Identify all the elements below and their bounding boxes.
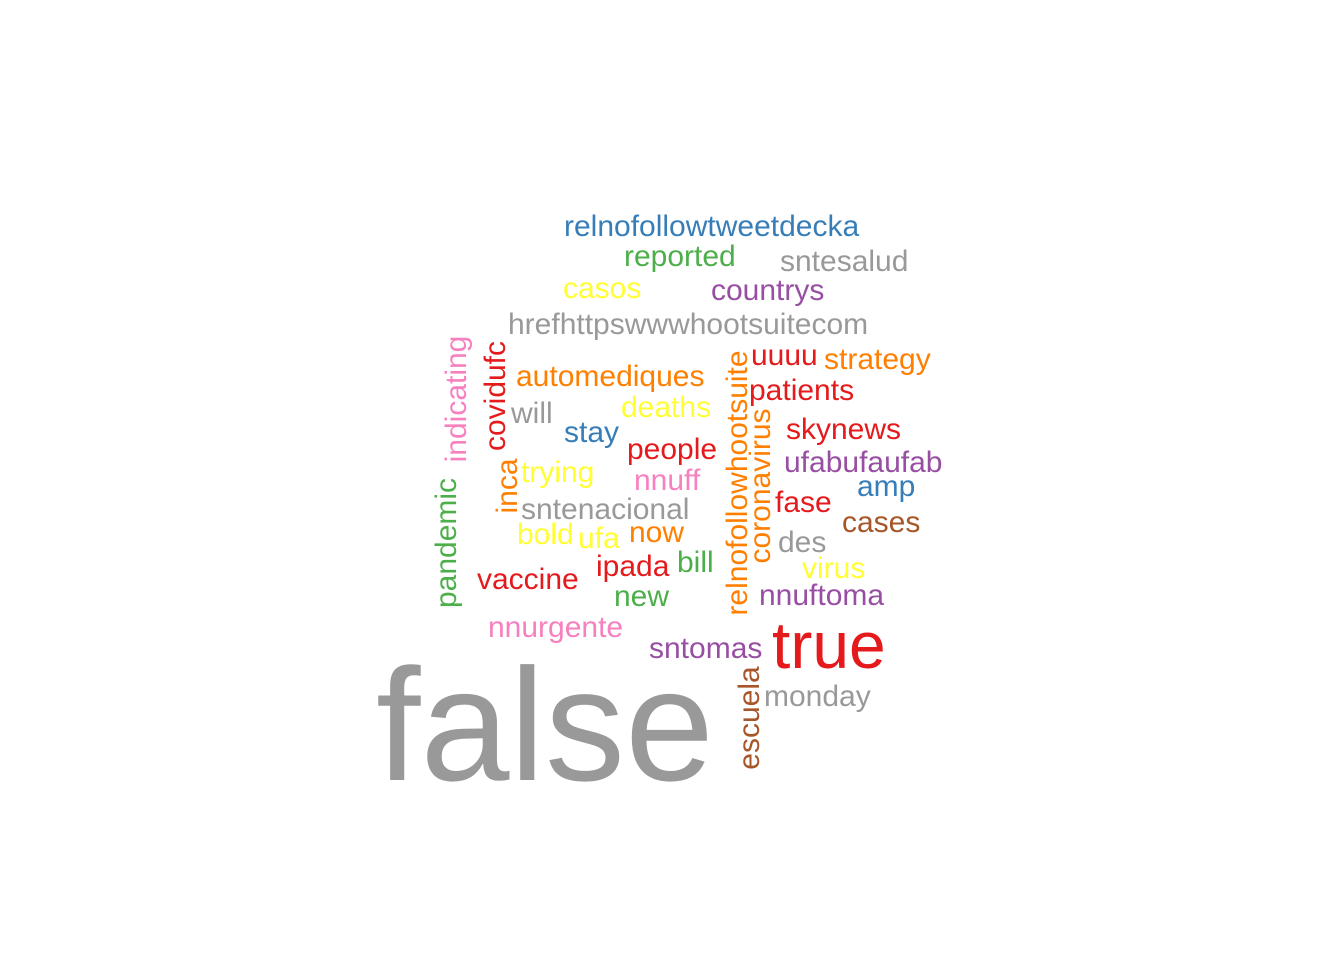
word-ipada: ipada	[596, 550, 670, 583]
word-true: true	[772, 608, 886, 682]
word-bold: bold	[517, 518, 574, 551]
word-pandemic: pandemic	[430, 477, 463, 609]
word-coronavirus: coronavirus	[744, 408, 777, 564]
word-strategy: strategy	[824, 343, 931, 376]
word-ufabufaufab: ufabufaufab	[784, 446, 943, 479]
word-new: new	[614, 580, 670, 613]
word-relnofollowtweetdecka: relnofollowtweetdecka	[564, 210, 860, 243]
word-escuela: escuela	[733, 666, 766, 770]
word-vaccine: vaccine	[477, 563, 579, 596]
word-sntesalud: sntesalud	[780, 245, 909, 278]
word-cases: cases	[842, 506, 921, 539]
word-amp: amp	[857, 470, 916, 503]
word-ufa: ufa	[578, 522, 620, 555]
word-sntenacional: sntenacional	[521, 493, 690, 526]
word-nnuff: nnuff	[634, 464, 701, 497]
word-stay: stay	[564, 416, 620, 449]
word-people: people	[627, 433, 718, 466]
word-will: will	[511, 397, 553, 430]
word-fase: fase	[775, 486, 832, 519]
word-countrys: countrys	[711, 274, 825, 307]
word-monday: monday	[764, 680, 871, 713]
word-deaths: deaths	[621, 391, 712, 424]
word-indicating: indicating	[440, 335, 473, 463]
word-uuuu: uuuu	[751, 339, 818, 372]
word-skynews: skynews	[786, 413, 902, 446]
word-reported: reported	[624, 240, 736, 273]
word-sntomas: sntomas	[649, 632, 763, 665]
word-virus: virus	[802, 552, 866, 585]
word-patients: patients	[749, 374, 855, 407]
word-inca: inca	[491, 458, 524, 514]
word-nnurgente: nnurgente	[488, 611, 624, 644]
word-casos: casos	[563, 272, 642, 305]
word-now: now	[629, 516, 685, 549]
word-trying: trying	[521, 456, 595, 489]
word-false: false	[376, 635, 714, 814]
word-covidufc: covidufc	[479, 340, 512, 452]
word-hrefhttpswwwhootsuitecom: hrefhttpswwwhootsuitecom	[508, 308, 869, 341]
word-bill: bill	[677, 546, 714, 579]
word-nnuftoma: nnuftoma	[759, 579, 885, 612]
word-automediques: automediques	[516, 360, 705, 393]
word-des: des	[778, 526, 827, 559]
